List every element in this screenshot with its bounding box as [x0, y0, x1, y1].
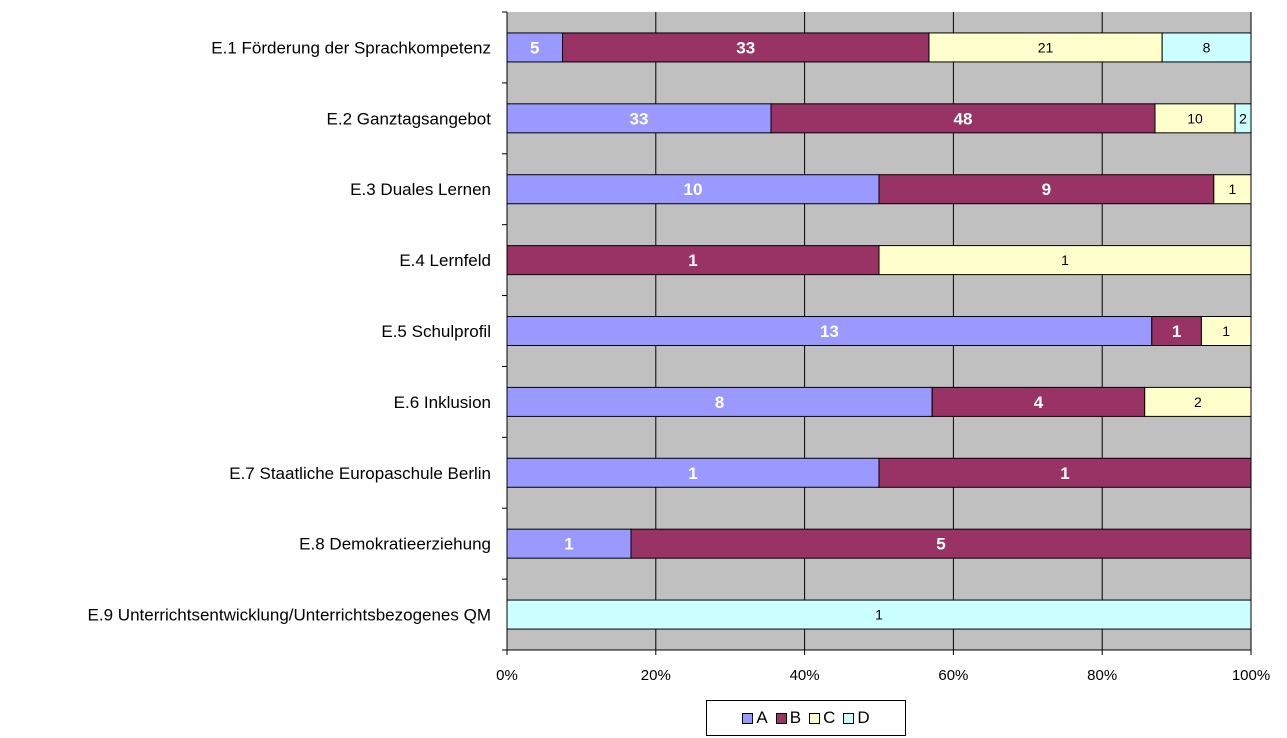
- legend-label: B: [789, 708, 802, 727]
- bar-segment-a: [506, 457, 880, 488]
- x-tick-label: 0%: [496, 667, 518, 684]
- data-label: 1: [1060, 464, 1069, 483]
- legend-item-c: C: [809, 708, 835, 728]
- data-label: 48: [954, 109, 973, 128]
- bar-segment-c: [1144, 386, 1252, 417]
- bar-segment-a: [506, 32, 564, 63]
- bar-segment-a: [506, 386, 933, 417]
- data-label: 1: [1061, 252, 1069, 268]
- data-label: 9: [1042, 180, 1051, 199]
- legend-swatch: [843, 712, 855, 724]
- legend: A B C D: [706, 700, 906, 736]
- bar-segment-d: [1161, 32, 1252, 63]
- data-label: 5: [530, 38, 539, 57]
- category-label: E.3 Duales Lernen: [350, 180, 491, 199]
- legend-label: D: [857, 708, 870, 727]
- bar-segment-c: [1154, 103, 1236, 134]
- data-label: 33: [736, 38, 755, 57]
- data-label: 1: [1229, 181, 1237, 197]
- data-label: 2: [1239, 110, 1247, 126]
- category-label: E.1 Förderung der Sprachkompetenz: [211, 38, 491, 57]
- legend-swatch: [742, 712, 754, 724]
- bar-segment-c: [878, 245, 1252, 276]
- category-label: E.7 Staatliche Europaschule Berlin: [229, 464, 491, 483]
- data-label: 1: [688, 251, 697, 270]
- x-tick-label: 40%: [790, 667, 820, 684]
- data-label: 4: [1034, 393, 1044, 412]
- x-tick-label: 100%: [1232, 667, 1270, 684]
- legend-label: A: [756, 708, 768, 727]
- data-label: 8: [1203, 39, 1211, 55]
- category-label: E.9 Unterrichtsentwicklung/Unterrichtsbe…: [88, 606, 491, 625]
- data-label: 21: [1038, 39, 1054, 55]
- bar-segment-c: [1200, 316, 1252, 346]
- category-label: E.4 Lernfeld: [399, 251, 491, 270]
- data-label: 5: [936, 535, 945, 554]
- bar-segment-a: [506, 174, 880, 205]
- data-label: 1: [688, 464, 697, 483]
- bar-segment-c: [928, 32, 1163, 63]
- chart-plot: 0% 20% 40% 60% 80% 100% E.1 Förderung der Spra…: [88, 11, 1270, 684]
- category-label: E.2 Ganztagsangebot: [327, 109, 492, 128]
- data-label: 8: [715, 393, 724, 412]
- bar-segment-b: [770, 103, 1156, 134]
- legend-swatch: [775, 712, 787, 724]
- bar-segment-d: [506, 599, 1252, 630]
- bar-segment-b: [878, 457, 1252, 488]
- bar-segment-b: [630, 528, 1252, 559]
- data-label: 1: [1222, 323, 1230, 339]
- legend-item-b: B: [775, 708, 802, 728]
- bar-segment-b: [931, 386, 1146, 417]
- data-label: 33: [630, 109, 649, 128]
- bar-segment-b: [562, 32, 930, 63]
- legend-swatch: [809, 712, 821, 724]
- data-label: 1: [564, 535, 573, 554]
- category-label: E.6 Inklusion: [394, 393, 491, 412]
- legend-label: C: [823, 708, 836, 727]
- data-label: 10: [1187, 110, 1203, 126]
- bar-segment-a: [506, 316, 1153, 346]
- data-label: 13: [820, 322, 839, 341]
- x-tick-label: 20%: [641, 667, 671, 684]
- bar-segment-b: [506, 245, 880, 276]
- bar-segment-d: [1234, 103, 1252, 134]
- bar-segment-b: [878, 174, 1215, 205]
- data-label: 2: [1194, 394, 1202, 410]
- legend-item-a: A: [742, 708, 768, 728]
- data-label: 1: [1172, 322, 1181, 341]
- category-label: E.8 Demokratieerziehung: [299, 535, 491, 554]
- x-tick-label: 60%: [938, 667, 968, 684]
- category-label: E.5 Schulprofil: [381, 322, 491, 341]
- x-tick-label: 80%: [1087, 667, 1117, 684]
- data-label: 1: [875, 607, 883, 623]
- bar-segment-c: [1213, 174, 1252, 205]
- data-label: 10: [684, 180, 703, 199]
- legend-item-d: D: [843, 708, 870, 728]
